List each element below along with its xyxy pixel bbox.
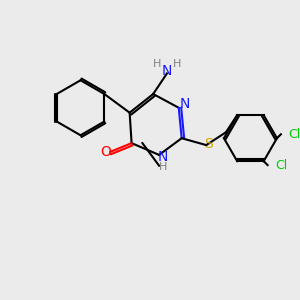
Text: N: N [158, 150, 168, 164]
Text: H: H [159, 162, 167, 172]
Text: H: H [153, 58, 161, 69]
Text: N: N [179, 97, 190, 111]
Text: S: S [204, 137, 213, 151]
Text: H: H [172, 58, 181, 69]
Text: N: N [162, 64, 172, 78]
Text: Cl: Cl [289, 128, 300, 141]
Text: Cl: Cl [275, 159, 287, 172]
Text: O: O [100, 145, 112, 159]
